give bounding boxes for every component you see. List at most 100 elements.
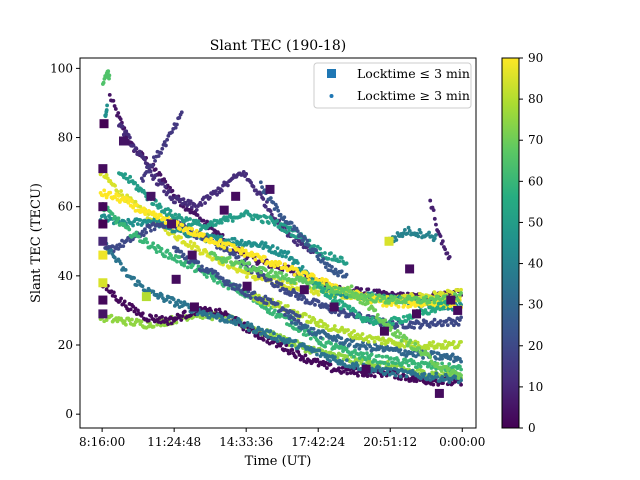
scatter-point bbox=[349, 284, 354, 289]
square-point bbox=[299, 285, 309, 295]
scatter-point bbox=[261, 337, 266, 342]
scatter-point bbox=[218, 279, 222, 284]
scatter-point bbox=[169, 321, 174, 326]
scatter-point bbox=[459, 378, 463, 383]
scatter-point bbox=[338, 290, 342, 295]
scatter-point bbox=[151, 289, 156, 294]
scatter-point bbox=[196, 260, 201, 265]
scatter-point bbox=[421, 356, 425, 360]
scatter-point bbox=[315, 289, 320, 294]
chart-title: Slant TEC (190-18) bbox=[210, 38, 346, 54]
scatter-point bbox=[230, 314, 235, 319]
scatter-point bbox=[313, 302, 317, 307]
scatter-point bbox=[459, 340, 463, 344]
scatter-point bbox=[459, 367, 463, 372]
scatter-point bbox=[335, 355, 340, 360]
scatter-point bbox=[344, 358, 349, 363]
scatter-point bbox=[224, 259, 229, 264]
scatter-point bbox=[260, 259, 265, 263]
scatter-point bbox=[280, 254, 285, 259]
scatter-point bbox=[267, 308, 271, 313]
scatter-point bbox=[432, 300, 437, 305]
scatter-point bbox=[360, 332, 365, 336]
scatter-point bbox=[295, 243, 300, 247]
square-point bbox=[405, 264, 415, 274]
scatter-point bbox=[383, 372, 387, 376]
scatter-point bbox=[431, 350, 436, 355]
scatter-point bbox=[443, 339, 448, 344]
series-track bbox=[103, 103, 109, 119]
scatter-point bbox=[185, 265, 190, 270]
scatter-point bbox=[344, 272, 349, 277]
scatter-point bbox=[353, 309, 358, 314]
scatter-point bbox=[273, 308, 277, 313]
scatter-point bbox=[245, 275, 249, 279]
scatter-point bbox=[432, 236, 437, 241]
scatter-point bbox=[263, 204, 268, 209]
scatter-point bbox=[333, 295, 337, 300]
scatter-point bbox=[386, 362, 391, 367]
scatter-point bbox=[362, 298, 366, 303]
scatter-point bbox=[165, 248, 170, 253]
y-axis: 0 20 40 60 80 100 bbox=[50, 61, 80, 421]
scatter-point bbox=[318, 335, 323, 340]
series-track bbox=[258, 180, 349, 279]
scatter-point bbox=[263, 241, 268, 246]
scatter-point bbox=[173, 200, 177, 205]
scatter-point bbox=[216, 243, 221, 248]
legend-dot-marker bbox=[329, 94, 334, 98]
scatter-point bbox=[268, 196, 273, 200]
scatter-point bbox=[295, 267, 299, 272]
scatter-point bbox=[242, 261, 247, 266]
scatter-point bbox=[332, 324, 337, 328]
scatter-point bbox=[383, 318, 388, 323]
scatter-point bbox=[214, 316, 219, 320]
scatter-point bbox=[153, 173, 158, 178]
scatter-point bbox=[440, 343, 445, 347]
scatter-point bbox=[336, 313, 341, 317]
scatter-point bbox=[457, 364, 462, 369]
scatter-point bbox=[197, 248, 202, 252]
scatter-point bbox=[273, 270, 278, 275]
scatter-point bbox=[243, 248, 248, 253]
scatter-point bbox=[292, 272, 297, 277]
scatter-point bbox=[395, 231, 400, 235]
scatter-point bbox=[166, 256, 171, 260]
scatter-point bbox=[417, 321, 421, 326]
scatter-point bbox=[159, 293, 164, 297]
scatter-point bbox=[116, 111, 121, 115]
scatter-point bbox=[246, 328, 251, 333]
scatter-point bbox=[169, 253, 173, 258]
scatter-point bbox=[173, 125, 178, 130]
scatter-point bbox=[418, 230, 423, 235]
scatter-point bbox=[459, 359, 463, 364]
scatter-point bbox=[329, 283, 334, 287]
series-track bbox=[428, 198, 452, 261]
scatter-point bbox=[227, 255, 232, 260]
scatter-point bbox=[431, 208, 436, 212]
scatter-point bbox=[311, 273, 316, 278]
scatter-point bbox=[192, 241, 197, 246]
scatter-point bbox=[163, 221, 168, 225]
square-point bbox=[361, 364, 371, 374]
scatter-point bbox=[107, 73, 112, 78]
scatter-point bbox=[459, 382, 463, 387]
colorbar-tick-label: 0 bbox=[528, 421, 536, 435]
scatter-point bbox=[404, 336, 409, 341]
scatter-point bbox=[423, 308, 428, 312]
scatter-point bbox=[153, 167, 158, 172]
scatter-point bbox=[248, 296, 253, 300]
scatter-point bbox=[261, 197, 266, 201]
scatter-point bbox=[426, 346, 431, 351]
scatter-point bbox=[440, 239, 445, 244]
scatter-point bbox=[145, 240, 150, 245]
scatter-point bbox=[113, 195, 117, 200]
scatter-point bbox=[188, 217, 192, 221]
scatter-point bbox=[203, 201, 208, 205]
scatter-point bbox=[456, 322, 461, 327]
scatter-point bbox=[416, 297, 421, 302]
scatter-point bbox=[138, 218, 143, 222]
scatter-points bbox=[98, 69, 463, 387]
scatter-point bbox=[235, 320, 239, 325]
